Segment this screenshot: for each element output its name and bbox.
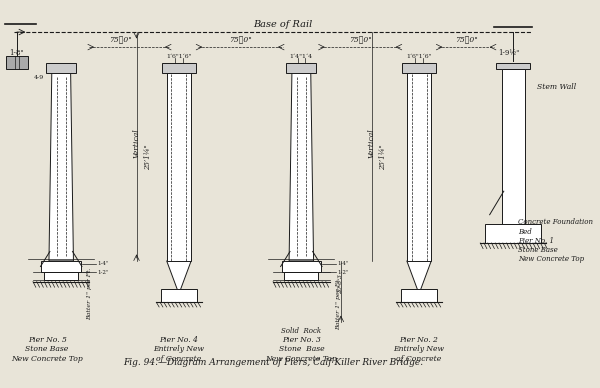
Polygon shape bbox=[167, 261, 191, 294]
Bar bbox=[402, 63, 436, 73]
Text: 75‧0": 75‧0" bbox=[109, 36, 131, 45]
Text: Batter 1" per Ft.: Batter 1" per Ft. bbox=[337, 277, 341, 329]
Text: 20-6'3: 20-6'3 bbox=[338, 274, 343, 294]
Bar bbox=[44, 272, 78, 280]
Text: 1‘4"1‘4: 1‘4"1‘4 bbox=[290, 54, 313, 59]
Bar bbox=[407, 73, 431, 261]
Bar bbox=[281, 261, 321, 272]
Text: Solid  Rock: Solid Rock bbox=[281, 327, 322, 336]
Polygon shape bbox=[49, 73, 73, 261]
Polygon shape bbox=[289, 73, 314, 261]
Text: 1‘6"1‘6": 1‘6"1‘6" bbox=[406, 54, 432, 59]
Text: Pier No. 5
Stone Base
New Concrete Top: Pier No. 5 Stone Base New Concrete Top bbox=[11, 336, 83, 363]
Bar bbox=[286, 63, 316, 73]
Text: Vertical: Vertical bbox=[133, 128, 140, 158]
Bar bbox=[167, 73, 191, 261]
Text: 25’1¼": 25’1¼" bbox=[144, 144, 152, 170]
Text: Pier No. 3
Stone  Base
New Concrete Top: Pier No. 3 Stone Base New Concrete Top bbox=[265, 336, 337, 363]
Bar bbox=[502, 69, 524, 224]
Bar bbox=[161, 289, 197, 302]
Bar bbox=[5, 55, 28, 69]
Text: 1-4": 1-4" bbox=[337, 261, 349, 266]
Text: Concrete Foundation
Bed
Pier No. 1
Stone Base
New Concrete Top: Concrete Foundation Bed Pier No. 1 Stone… bbox=[518, 218, 593, 263]
Text: Stem Wall: Stem Wall bbox=[537, 83, 576, 91]
Text: Pier No. 2
Entirely New
of Concrete: Pier No. 2 Entirely New of Concrete bbox=[394, 336, 445, 363]
Bar bbox=[485, 224, 541, 243]
Text: 4-9: 4-9 bbox=[34, 75, 44, 80]
Text: 1-2": 1-2" bbox=[337, 270, 349, 275]
Text: 1-8": 1-8" bbox=[10, 49, 24, 57]
Text: 75‧0": 75‧0" bbox=[455, 36, 478, 45]
Bar bbox=[401, 289, 437, 302]
Text: Pier No. 4
Entirely New
of Concrete: Pier No. 4 Entirely New of Concrete bbox=[154, 336, 205, 363]
Text: 1-9½": 1-9½" bbox=[498, 49, 519, 57]
Bar bbox=[496, 63, 530, 69]
Bar bbox=[41, 261, 81, 272]
Text: Vertical: Vertical bbox=[368, 128, 376, 158]
Text: Fig. 94.—Diagram Arrangement of Piers, Calf Killer River Bridge.: Fig. 94.—Diagram Arrangement of Piers, C… bbox=[123, 358, 423, 367]
Text: 1‘6"1‘6": 1‘6"1‘6" bbox=[166, 54, 191, 59]
Text: Base of Rail: Base of Rail bbox=[253, 20, 312, 29]
Text: 25’1¼": 25’1¼" bbox=[379, 144, 387, 170]
Polygon shape bbox=[407, 261, 431, 294]
Bar bbox=[46, 63, 76, 73]
Text: 1-4": 1-4" bbox=[97, 261, 108, 266]
Bar bbox=[284, 272, 318, 280]
Text: 1-2": 1-2" bbox=[97, 270, 108, 275]
Bar bbox=[162, 63, 196, 73]
Text: 75‧0": 75‧0" bbox=[229, 36, 251, 45]
Text: Batter 1" per Ft.: Batter 1" per Ft. bbox=[87, 267, 92, 320]
Text: 75‧0": 75‧0" bbox=[349, 36, 371, 45]
